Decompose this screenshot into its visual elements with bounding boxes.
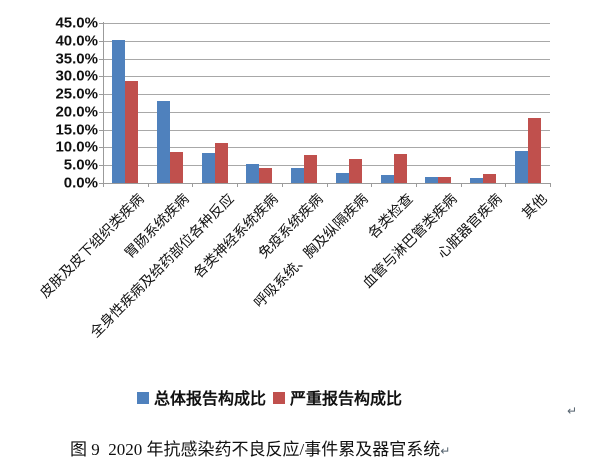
gridline	[103, 76, 550, 78]
bar-serious	[214, 143, 228, 183]
y-axis-label: 45.0%	[55, 14, 98, 32]
y-axis-tick	[99, 111, 103, 113]
gridline	[103, 111, 550, 113]
y-axis-tick	[99, 129, 103, 131]
bar-overall	[201, 152, 215, 183]
y-axis-tick	[99, 40, 103, 42]
gridline	[103, 129, 550, 131]
gridline	[103, 94, 550, 96]
y-axis-line	[103, 22, 104, 187]
x-axis-tick	[281, 183, 283, 187]
x-axis-tick	[415, 183, 417, 187]
bar-serious	[259, 168, 273, 183]
bar-overall	[469, 178, 483, 183]
bar-overall	[335, 173, 349, 183]
legend-item-overall: 总体报告构成比	[137, 385, 266, 409]
x-axis-tick	[460, 183, 462, 187]
bar-overall	[514, 151, 528, 183]
y-axis-tick	[99, 23, 103, 24]
paragraph-mark: ↵	[567, 404, 578, 418]
y-axis-tick	[99, 76, 103, 78]
bar-chart-figure: 0.0% 5.0% 10.0% 15.0% 20.0% 25.0% 30.0% 35.0% 40…	[37, 14, 551, 340]
bar-serious	[438, 176, 452, 183]
chart-legend: 总体报告构成比 严重报告构成比	[137, 385, 402, 409]
x-axis-tick	[550, 183, 551, 187]
figure-caption-text: 图 9 2020 年抗感染药不良反应/事件累及器官系统	[70, 440, 441, 459]
x-axis-tick	[326, 183, 328, 187]
bar-overall	[246, 163, 260, 183]
bar-overall	[291, 168, 305, 183]
gridline	[103, 58, 550, 60]
bar-overall	[425, 177, 439, 183]
bar-overall	[157, 100, 171, 183]
x-axis-label: 其他	[518, 190, 550, 222]
bar-serious	[482, 174, 496, 183]
y-axis-label: 25.0%	[55, 85, 98, 103]
y-axis-label: 5.0%	[63, 156, 98, 174]
bar-serious	[527, 117, 541, 183]
y-axis-tick	[99, 165, 103, 167]
legend-label: 总体报告构成比	[154, 391, 267, 408]
legend-label: 严重报告构成比	[290, 391, 403, 408]
x-axis-tick	[505, 183, 507, 187]
x-axis-line	[103, 183, 550, 184]
y-axis-tick	[99, 147, 103, 149]
gridline	[103, 147, 550, 149]
bar-serious	[393, 153, 407, 183]
x-axis-tick	[147, 183, 149, 187]
y-axis-tick	[99, 58, 103, 60]
bar-serious	[170, 152, 184, 183]
x-axis-tick	[237, 183, 239, 187]
gridline	[103, 165, 550, 167]
y-axis-label: 40.0%	[55, 32, 98, 50]
paragraph-mark: ↵	[440, 444, 451, 458]
bar-overall	[112, 39, 126, 183]
y-axis-tick	[99, 94, 103, 96]
y-axis-label: 0.0%	[63, 174, 98, 192]
legend-swatch-icon	[273, 391, 286, 404]
x-axis-tick	[192, 183, 194, 187]
figure-caption: 图 9 2020 年抗感染药不良反应/事件累及器官系统↵	[70, 435, 450, 460]
bar-overall	[380, 175, 394, 183]
y-axis-label: 15.0%	[55, 121, 98, 139]
bar-serious	[348, 159, 362, 183]
bar-serious	[125, 80, 139, 183]
legend-swatch-icon	[137, 391, 149, 404]
y-axis-tick	[99, 183, 103, 184]
x-axis-tick	[371, 183, 373, 187]
y-axis-label: 30.0%	[55, 67, 98, 85]
y-axis-label: 20.0%	[55, 103, 98, 121]
y-axis-label: 10.0%	[55, 138, 98, 156]
y-axis-label: 35.0%	[55, 50, 98, 68]
legend-item-serious: 严重报告构成比	[273, 385, 402, 409]
gridline	[103, 40, 550, 42]
bar-serious	[304, 155, 318, 183]
gridline	[103, 23, 550, 24]
